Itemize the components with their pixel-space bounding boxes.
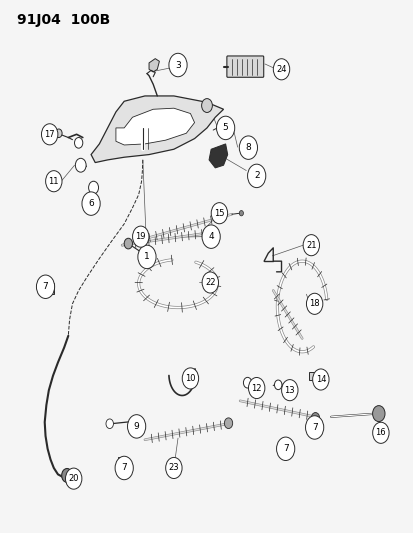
Text: 19: 19 [135,232,146,241]
Circle shape [115,456,133,480]
Text: 21: 21 [305,241,316,249]
Text: 7: 7 [43,282,48,291]
Text: 4: 4 [208,232,214,241]
Text: 23: 23 [168,464,179,472]
FancyBboxPatch shape [226,56,263,77]
Text: 2: 2 [253,172,259,180]
Circle shape [223,118,230,127]
Circle shape [211,203,227,224]
Circle shape [201,99,212,112]
Text: 7: 7 [282,445,288,453]
Circle shape [138,245,156,269]
Circle shape [65,468,82,489]
Text: 5: 5 [222,124,228,132]
Polygon shape [116,108,194,145]
Text: 16: 16 [375,429,385,437]
Circle shape [55,129,62,138]
Circle shape [248,377,264,399]
FancyBboxPatch shape [278,443,287,452]
Circle shape [36,275,55,298]
Text: 3: 3 [175,61,180,69]
Text: 11: 11 [48,177,59,185]
Circle shape [41,124,58,145]
FancyBboxPatch shape [117,457,126,465]
Circle shape [239,211,243,216]
Circle shape [276,437,294,461]
Text: 9: 9 [133,422,139,431]
Circle shape [243,377,251,388]
Circle shape [273,59,289,80]
Text: 10: 10 [185,374,195,383]
Text: 12: 12 [251,384,261,392]
Text: 7: 7 [311,423,317,432]
Circle shape [202,225,220,248]
Circle shape [311,413,319,423]
Circle shape [216,116,234,140]
Circle shape [305,416,323,439]
Circle shape [306,293,322,314]
Circle shape [202,272,218,293]
FancyBboxPatch shape [309,372,318,380]
Text: 14: 14 [315,375,325,384]
Text: 13: 13 [284,386,294,394]
Text: 7: 7 [121,464,127,472]
Circle shape [127,415,145,438]
Text: 8: 8 [245,143,251,152]
Circle shape [302,235,319,256]
Polygon shape [91,96,223,163]
Circle shape [45,171,62,192]
Text: 15: 15 [214,209,224,217]
Text: 24: 24 [275,65,286,74]
Circle shape [274,380,281,390]
Circle shape [75,158,86,172]
Circle shape [169,53,187,77]
Circle shape [74,138,83,148]
Circle shape [165,457,182,479]
Polygon shape [149,59,159,72]
FancyBboxPatch shape [41,283,54,294]
Circle shape [124,238,132,249]
Text: 18: 18 [309,300,319,308]
Circle shape [239,136,257,159]
Polygon shape [209,144,227,168]
Text: 17: 17 [44,130,55,139]
Text: 6: 6 [88,199,94,208]
Circle shape [82,192,100,215]
Circle shape [372,406,384,422]
Text: 1: 1 [144,253,150,261]
Text: 91J04  100B: 91J04 100B [17,13,109,27]
Circle shape [312,369,328,390]
Circle shape [224,418,232,429]
Text: 20: 20 [68,474,79,483]
Circle shape [88,181,98,194]
Circle shape [247,164,265,188]
Circle shape [281,379,297,401]
Circle shape [62,469,72,482]
Circle shape [106,419,113,429]
Circle shape [372,422,388,443]
Circle shape [132,226,149,247]
Text: 22: 22 [204,278,215,287]
Circle shape [182,368,198,389]
